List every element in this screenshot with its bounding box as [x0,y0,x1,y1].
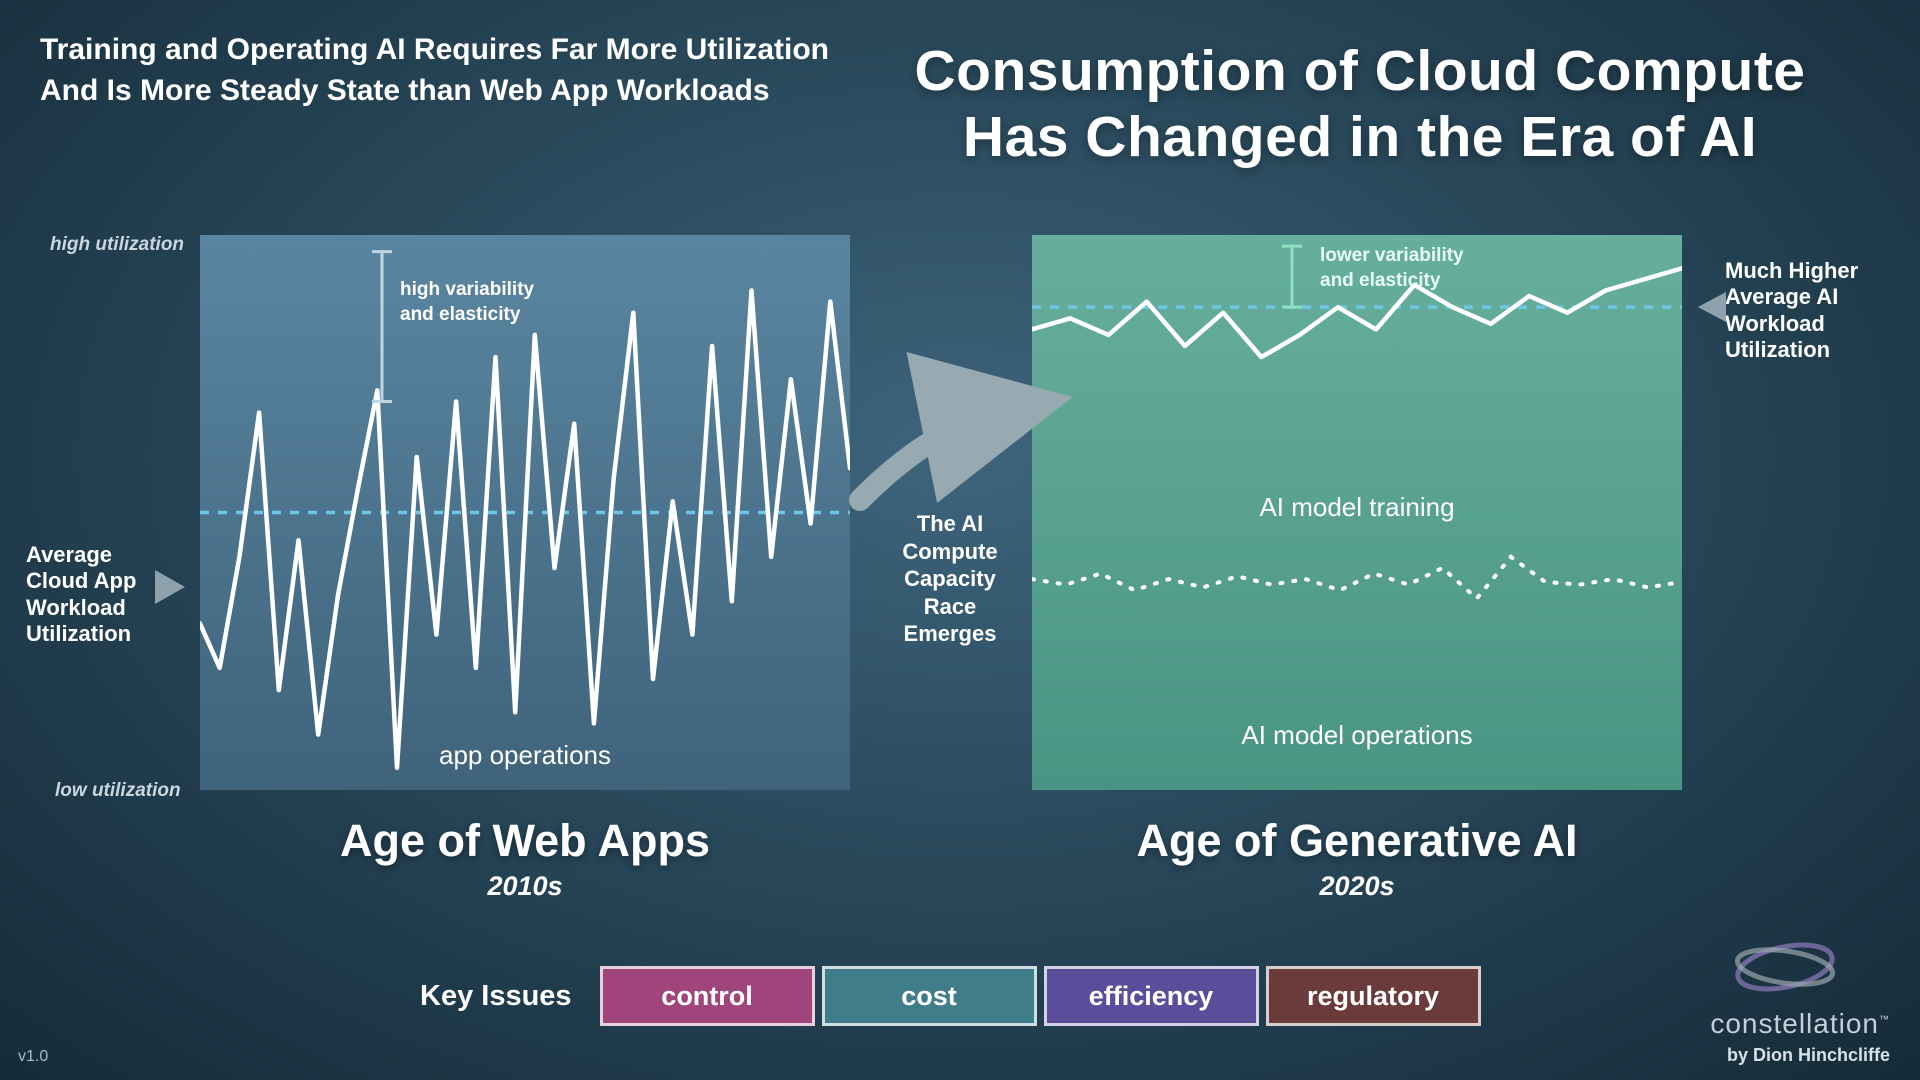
transition-text: The AI Compute Capacity Race Emerges [880,510,1020,648]
issue-box-regulatory: regulatory [1266,966,1481,1026]
issue-box-efficiency: efficiency [1044,966,1259,1026]
byline: by Dion Hinchcliffe [1727,1045,1890,1066]
brand-name: constellation™ [1710,1008,1890,1040]
version-label: v1.0 [18,1048,48,1066]
brand-logo-icon [1730,932,1840,1002]
issue-box-control: control [600,966,815,1026]
issue-box-cost: cost [822,966,1037,1026]
key-issues-row: Key Issues controlcostefficiencyregulato… [420,966,1488,1026]
key-issues-label: Key Issues [420,980,572,1013]
